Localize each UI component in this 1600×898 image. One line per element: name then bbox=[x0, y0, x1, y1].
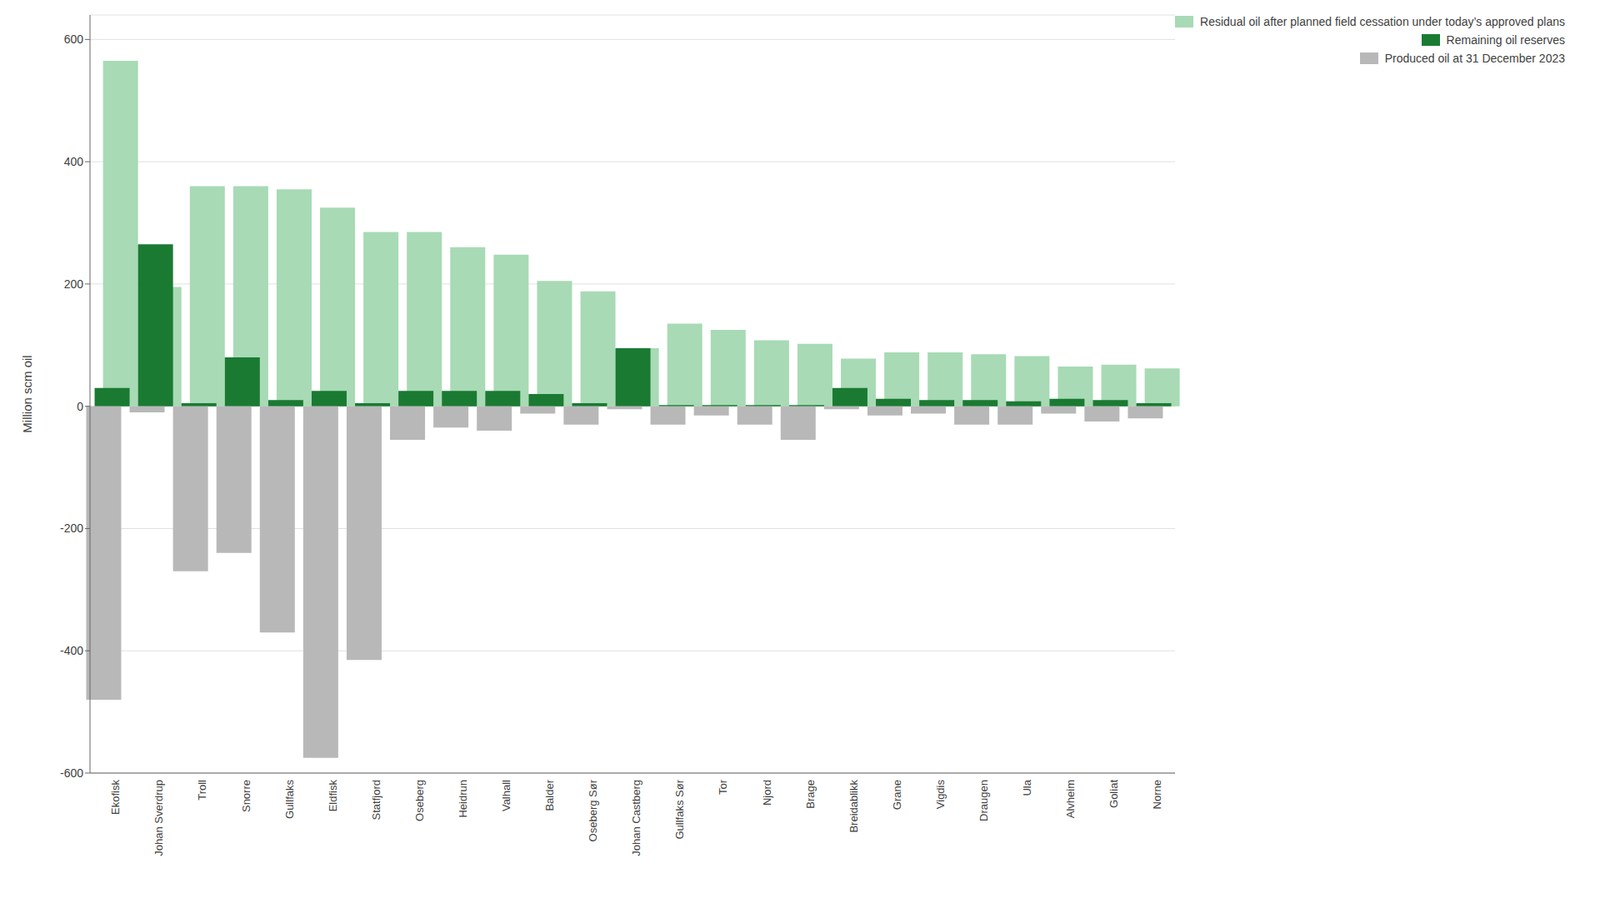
html-text:Residual oil after planned fie: Residual oil after planned field cessati… bbox=[1200, 15, 1565, 29]
svg-text:-600: -600 bbox=[60, 766, 84, 780]
svg-text:Goliat: Goliat bbox=[1107, 780, 1120, 809]
html-text:Remaining oil reserves: Remaining oil reserves bbox=[1446, 33, 1565, 47]
svg-text:Gullfaks: Gullfaks bbox=[283, 780, 296, 820]
html-text:Produced oil at 31 December 20: Produced oil at 31 December 2023 bbox=[1384, 51, 1565, 65]
svg-text:Ekofisk: Ekofisk bbox=[109, 780, 122, 815]
svg-text:Balder: Balder bbox=[543, 779, 556, 811]
svg-text:Johan Castberg: Johan Castberg bbox=[630, 780, 643, 857]
svg-text:Million scm oil: Million scm oil bbox=[20, 355, 35, 433]
svg-text:Valhall: Valhall bbox=[500, 780, 513, 812]
svg-text:-200: -200 bbox=[60, 521, 84, 535]
svg-text:Ula: Ula bbox=[1020, 779, 1034, 796]
svg-text:Vigdis: Vigdis bbox=[934, 780, 947, 810]
svg-text:200: 200 bbox=[64, 277, 85, 291]
svg-text:Draugen: Draugen bbox=[977, 780, 990, 822]
svg-text:400: 400 bbox=[64, 155, 85, 169]
svg-text:Brage: Brage bbox=[804, 780, 817, 810]
svg-text:600: 600 bbox=[64, 32, 85, 46]
svg-text:Johan Sverdrup: Johan Sverdrup bbox=[152, 780, 165, 857]
svg-text:Eldfisk: Eldfisk bbox=[326, 780, 340, 813]
svg-text:Troll: Troll bbox=[195, 780, 209, 801]
svg-text:Oseberg Sør: Oseberg Sør bbox=[586, 779, 600, 842]
svg-text:Oseberg: Oseberg bbox=[413, 780, 426, 822]
svg-text:0: 0 bbox=[76, 400, 84, 414]
svg-text:Gullfaks Sør: Gullfaks Sør bbox=[673, 779, 686, 840]
svg-text:Njord: Njord bbox=[760, 780, 774, 806]
svg-text:Heidrun: Heidrun bbox=[456, 780, 470, 819]
svg-text:-400: -400 bbox=[60, 644, 84, 658]
svg-text:Norne: Norne bbox=[1150, 780, 1164, 810]
svg-text:Snorre: Snorre bbox=[240, 780, 253, 813]
svg-text:Grane: Grane bbox=[890, 780, 904, 810]
svg-text:Tor: Tor bbox=[716, 779, 730, 795]
svg-text:Statfjord: Statfjord bbox=[370, 780, 383, 820]
svg-text:Breidablikk: Breidablikk bbox=[847, 780, 860, 834]
svg-text:Alvheim: Alvheim bbox=[1064, 780, 1077, 819]
